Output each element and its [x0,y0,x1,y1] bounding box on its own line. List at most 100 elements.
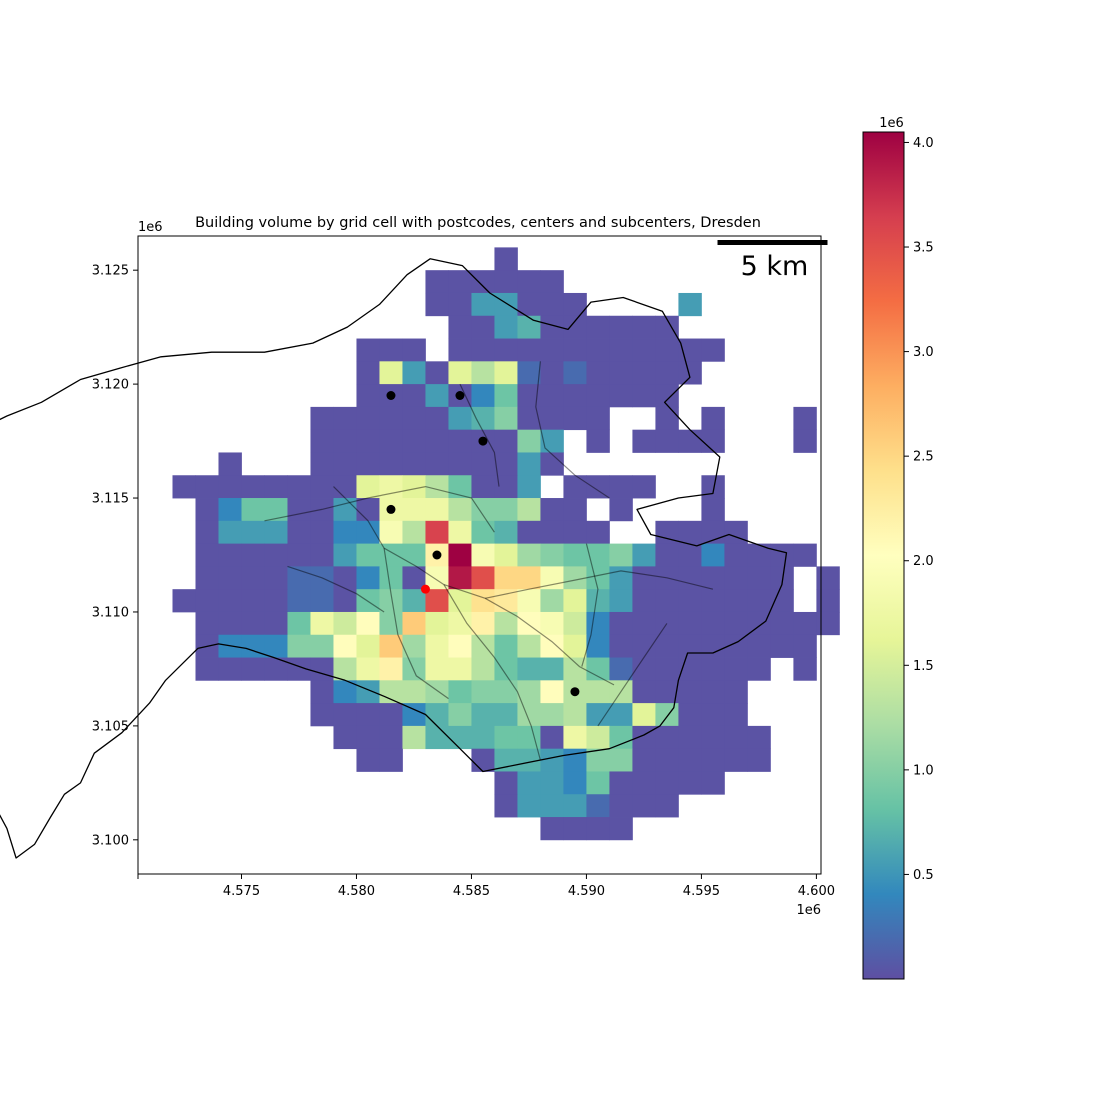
grid-cell [356,429,380,453]
grid-cell [333,703,357,727]
grid-cell [448,589,472,613]
grid-cell [310,429,334,453]
grid-cell [448,429,472,453]
city-boundary [0,258,788,859]
grid-cell [540,520,564,545]
grid-cell [747,748,771,772]
grid-cell [333,566,357,590]
grid-cell [494,520,518,545]
grid-cell [540,270,564,294]
grid-cell [701,748,725,772]
grid-cell [264,543,288,567]
grid-cell [356,680,380,704]
grid-cell [540,384,564,408]
grid-cell [770,589,794,613]
grid-cell [540,589,564,613]
grid-cell [471,315,495,339]
grid-cell [218,543,242,567]
grid-cell [632,589,656,613]
grid-cell [471,634,495,658]
grid-cell [609,771,633,795]
boundaries [0,258,788,859]
grid-cell [356,634,380,658]
grid-cell [425,384,449,408]
grid-cell [563,589,587,613]
grid-cell [609,657,633,681]
grid-cell [517,406,541,431]
grid-cell [724,634,748,658]
grid-cell [310,452,334,476]
grid-cell [494,292,518,317]
grid-cell [655,794,679,818]
grid-cell [816,589,840,613]
grid-cell [586,748,610,772]
grid-cell [218,611,242,636]
grid-cell [195,520,219,545]
grid-cell [609,680,633,704]
grid-cell [448,338,472,362]
grid-cell [816,566,840,590]
grid-cell [379,475,403,499]
grid-cell [494,247,518,271]
chart-title: Building volume by grid cell with postco… [195,215,761,231]
grid-cell [402,361,426,385]
grid-cell [471,680,495,704]
grid-cell [425,611,449,636]
grid-cell [678,429,702,453]
grid-cell [218,498,242,522]
grid-cell [517,292,541,317]
grid-cell [448,520,472,545]
grid-cell [586,817,610,841]
grid-cell [287,543,311,567]
grid-cell [264,566,288,590]
grid-cell [379,429,403,453]
x-tick-label: 4.595 [683,884,720,899]
grid-cells [172,247,840,841]
grid-cell [379,725,403,750]
grid-cell [540,452,564,476]
grid-cell [241,520,265,545]
grid-cell [517,361,541,385]
grid-cell [310,475,334,499]
grid-cell [402,475,426,499]
grid-cell [770,566,794,590]
grid-cell [563,566,587,590]
y-tick-label: 3.105 [92,719,129,734]
grid-cell [747,589,771,613]
x-tick-label: 4.580 [338,884,375,899]
grid-cell [540,361,564,385]
grid-cell [425,361,449,385]
colorbar-tick-label: 4.0 [913,136,934,151]
x-tick-label: 4.590 [568,884,605,899]
grid-cell [632,543,656,567]
center-point [420,584,430,594]
y-tick-label: 3.115 [92,492,129,507]
grid-cell [701,703,725,727]
colorbar-tick-label: 2.0 [913,554,934,569]
grid-cell [586,520,610,545]
grid-cell [724,589,748,613]
grid-cell [655,725,679,750]
grid-cell [586,794,610,818]
grid-cell [425,566,449,590]
grid-cell [356,498,380,522]
grid-cell [425,657,449,681]
grid-cell [287,634,311,658]
grid-cell [724,566,748,590]
grid-cell [517,543,541,567]
grid-cell [701,725,725,750]
subcenter-point [478,436,488,446]
grid-cell [402,566,426,590]
grid-cell [494,452,518,476]
grid-cell [356,611,380,636]
grid-cell [586,543,610,567]
grid-cell [333,657,357,681]
grid-cell [609,589,633,613]
colorbar-tick-label: 1.0 [913,763,934,778]
grid-cell [609,384,633,408]
grid-cell [517,680,541,704]
grid-cell [701,680,725,704]
grid-cell [402,384,426,408]
grid-cell [517,498,541,522]
grid-cell [678,680,702,704]
